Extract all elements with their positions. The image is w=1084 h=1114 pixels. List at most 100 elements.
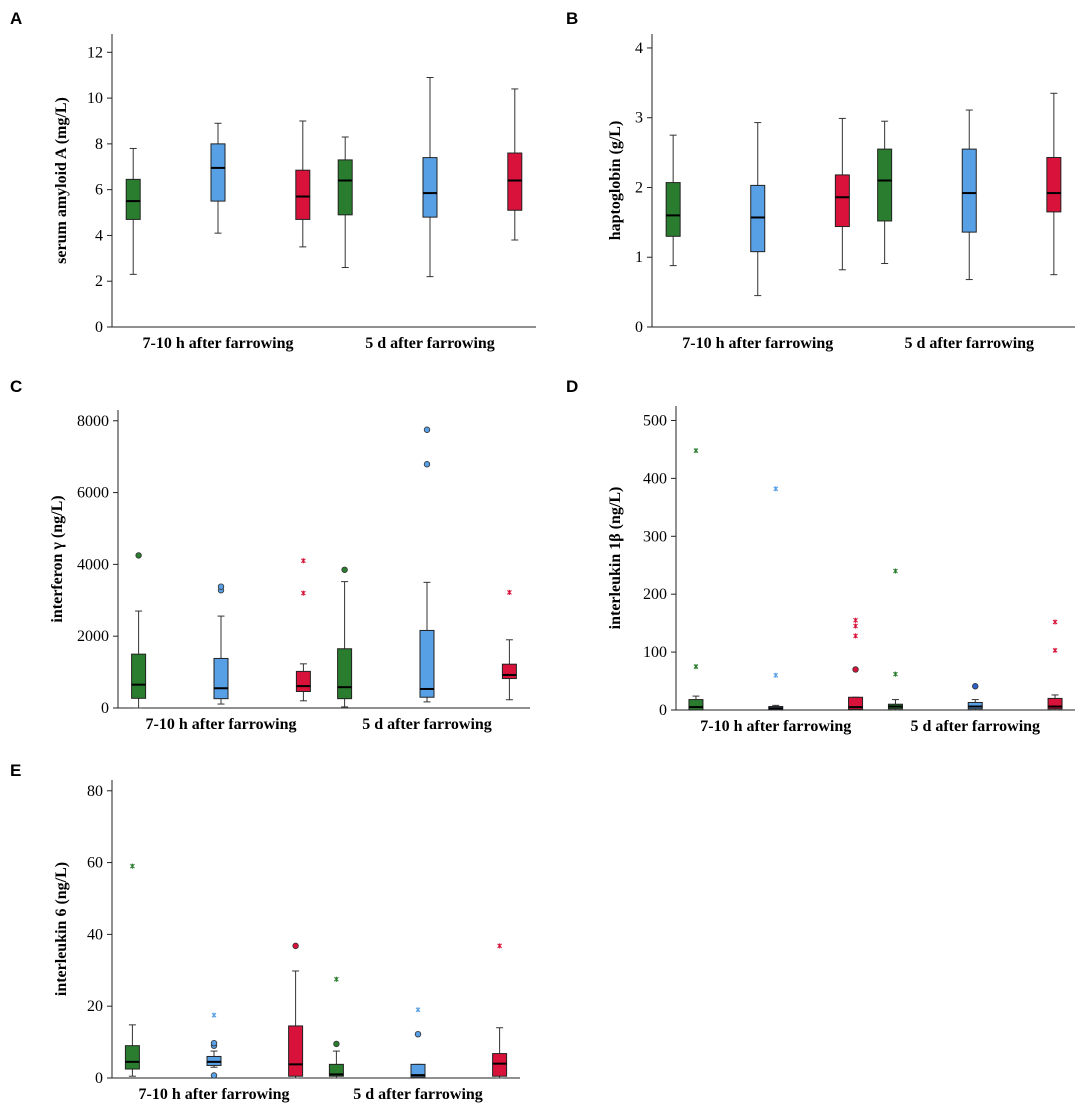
panel-d-red-box-2-extreme [1052,647,1058,653]
panel-e-y-tick-label: 80 [87,783,103,800]
panel-c-blue-box-2 [419,629,435,698]
panel-a-y-tick-label: 12 [87,44,103,61]
panel-e-green-box-2-outlier [333,1040,340,1048]
panel-c-blue-box-2-outlier [423,461,431,468]
panel-e-y-tick-label: 40 [87,926,103,943]
panel-d-green-box-1-extreme [693,664,699,670]
panel-d-green-box-1-extreme [693,448,699,454]
panel-b-green-box-1 [665,182,681,237]
panel-c-y-tick-label: 0 [101,700,109,717]
panel-c-category-2-label: 5 d after farrowing [362,716,492,733]
panel-d-y-tick-label: 400 [643,470,667,487]
panel-e-green-box-2 [328,1063,344,1077]
panel-c-green-box-2 [337,648,353,700]
panel-b-blue-box-2 [961,148,977,233]
panel-e-blue-box-2 [410,1063,426,1078]
panel-d-red-box-1-outlier [852,666,859,673]
panel-d-red-box-1-extreme [853,633,858,639]
panel-a-y-tick-label: 0 [95,319,103,336]
panel-a-blue-box-1 [210,143,226,202]
panel-d-green-box-2-extreme [893,671,898,677]
panel-d-y-tick-label: 200 [643,586,667,603]
panel-c-y-tick-label: 2000 [77,628,109,645]
panel-c-red-box-1-extreme [301,590,306,596]
panel-e-y-tick-label: 60 [87,855,103,872]
panel-b-red-box-1 [834,174,850,228]
panel-e-blue-box-2-outlier [414,1030,422,1038]
panel-a-green-box-2 [337,159,353,216]
panel-a-red-box-1 [295,169,311,220]
panel-c-blue-box-1 [213,657,229,700]
panel-c-y-tick-label: 6000 [77,485,109,502]
panel-d-y-tick-label: 0 [659,702,667,719]
panel-d-red-box-2 [1047,697,1063,710]
panel-a-red-box-2 [507,152,523,211]
panel-a-category-1-label: 7-10 h after farrowing [143,335,294,352]
panel-d-green-box-1 [688,699,704,711]
panel-c-blue-box-2-outlier [423,426,431,433]
panel-b-y-tick-label: 2 [635,179,643,196]
panel-d-category-1-label: 7-10 h after farrowing [700,718,851,735]
panel-d-y-tick-label: 500 [643,412,667,429]
panel-c-y-tick-label: 4000 [77,556,109,573]
panel-c-green-box-2-outlier [341,566,348,573]
panel-d-y-tick-label: 100 [643,644,667,661]
panel-e-blue-box-2-extreme [415,1007,421,1013]
panel-c-green-box-1 [131,653,147,699]
panel-b-y-tick-label: 1 [635,249,643,266]
panel-d-blue-box-1-extreme [773,486,779,492]
panel-a-y-tick-label: 10 [87,90,103,107]
panel-e-y-title: interleukin 6 (ng/L) [53,862,70,996]
panel-e-green-box-2-extreme [334,976,339,982]
panel-b-y-tick-label: 4 [635,40,643,57]
panel-d-y-title: interleukin 1β (ng/L) [607,487,624,630]
panel-e-blue-box-1-outlier [210,1072,218,1079]
panel-b-category-1-label: 7-10 h after farrowing [682,335,833,352]
panel-d-blue-box-2-outlier [972,683,979,690]
panel-e-y-tick-label: 20 [87,998,103,1015]
panel-c-red-box-2-extreme [507,589,512,595]
panel-b-red-box-2 [1046,156,1062,213]
panel-a: A serum amyloid A (mg/L) 7-10 h after fa… [10,9,536,352]
panel-e-green-box-1-extreme [130,863,135,869]
panel-d-letter: D [566,377,578,396]
panel-a-y-tick-label: 8 [95,136,103,153]
panel-c-blue-box-1-outlier [217,583,225,590]
panel-e-category-1-label: 7-10 h after farrowing [139,1086,290,1103]
panel-d-red-box-1-extreme [853,617,858,623]
panel-b-category-2-label: 5 d after farrowing [904,335,1034,352]
panel-c-category-1-label: 7-10 h after farrowing [146,716,297,733]
panel-d-blue-box-1-extreme [773,672,779,678]
panel-e-red-box-1 [288,1025,304,1077]
panel-d-red-box-2-extreme [1052,619,1058,625]
panel-d: D interleukin 1β (ng/L) 7-10 h after far… [566,377,1075,735]
panel-c-letter: C [10,377,22,396]
panel-e-red-box-1-outlier [292,942,299,950]
panel-e-category-2-label: 5 d after farrowing [353,1086,483,1103]
panel-b-letter: B [566,9,578,28]
panel-a-blue-box-2 [422,157,438,218]
panel-c-red-box-1-extreme [301,558,306,564]
panel-a-y-tick-label: 2 [95,273,103,290]
panel-e-letter: E [10,761,21,780]
panel-b-blue-box-1 [750,184,766,253]
panel-c: C interferon γ (ng/L) 7-10 h after farro… [10,377,530,733]
panel-d-y-tick-label: 300 [643,528,667,545]
panel-b-y-title: haptoglobin (g/L) [607,121,624,241]
panel-e: E interleukin 6 (ng/L) 7-10 h after farr… [10,761,520,1103]
panel-d-red-box-1-extreme [853,623,858,629]
panel-e-red-box-2-extreme [497,943,502,949]
panel-a-green-box-1 [125,178,141,220]
panel-e-blue-box-1-outlier [210,1039,218,1047]
panel-a-category-2-label: 5 d after farrowing [365,335,495,352]
panel-c-red-box-2 [501,663,517,680]
panel-b-y-tick-label: 3 [635,110,643,127]
panel-d-green-box-2-extreme [893,568,898,574]
panel-a-y-tick-label: 6 [95,182,103,199]
panel-d-category-2-label: 5 d after farrowing [910,718,1040,735]
panel-e-y-tick-label: 0 [95,1070,103,1087]
panel-a-y-tick-label: 4 [95,227,103,244]
panel-e-blue-box-1-extreme [211,1012,217,1018]
panel-e-green-box-1 [124,1045,140,1070]
